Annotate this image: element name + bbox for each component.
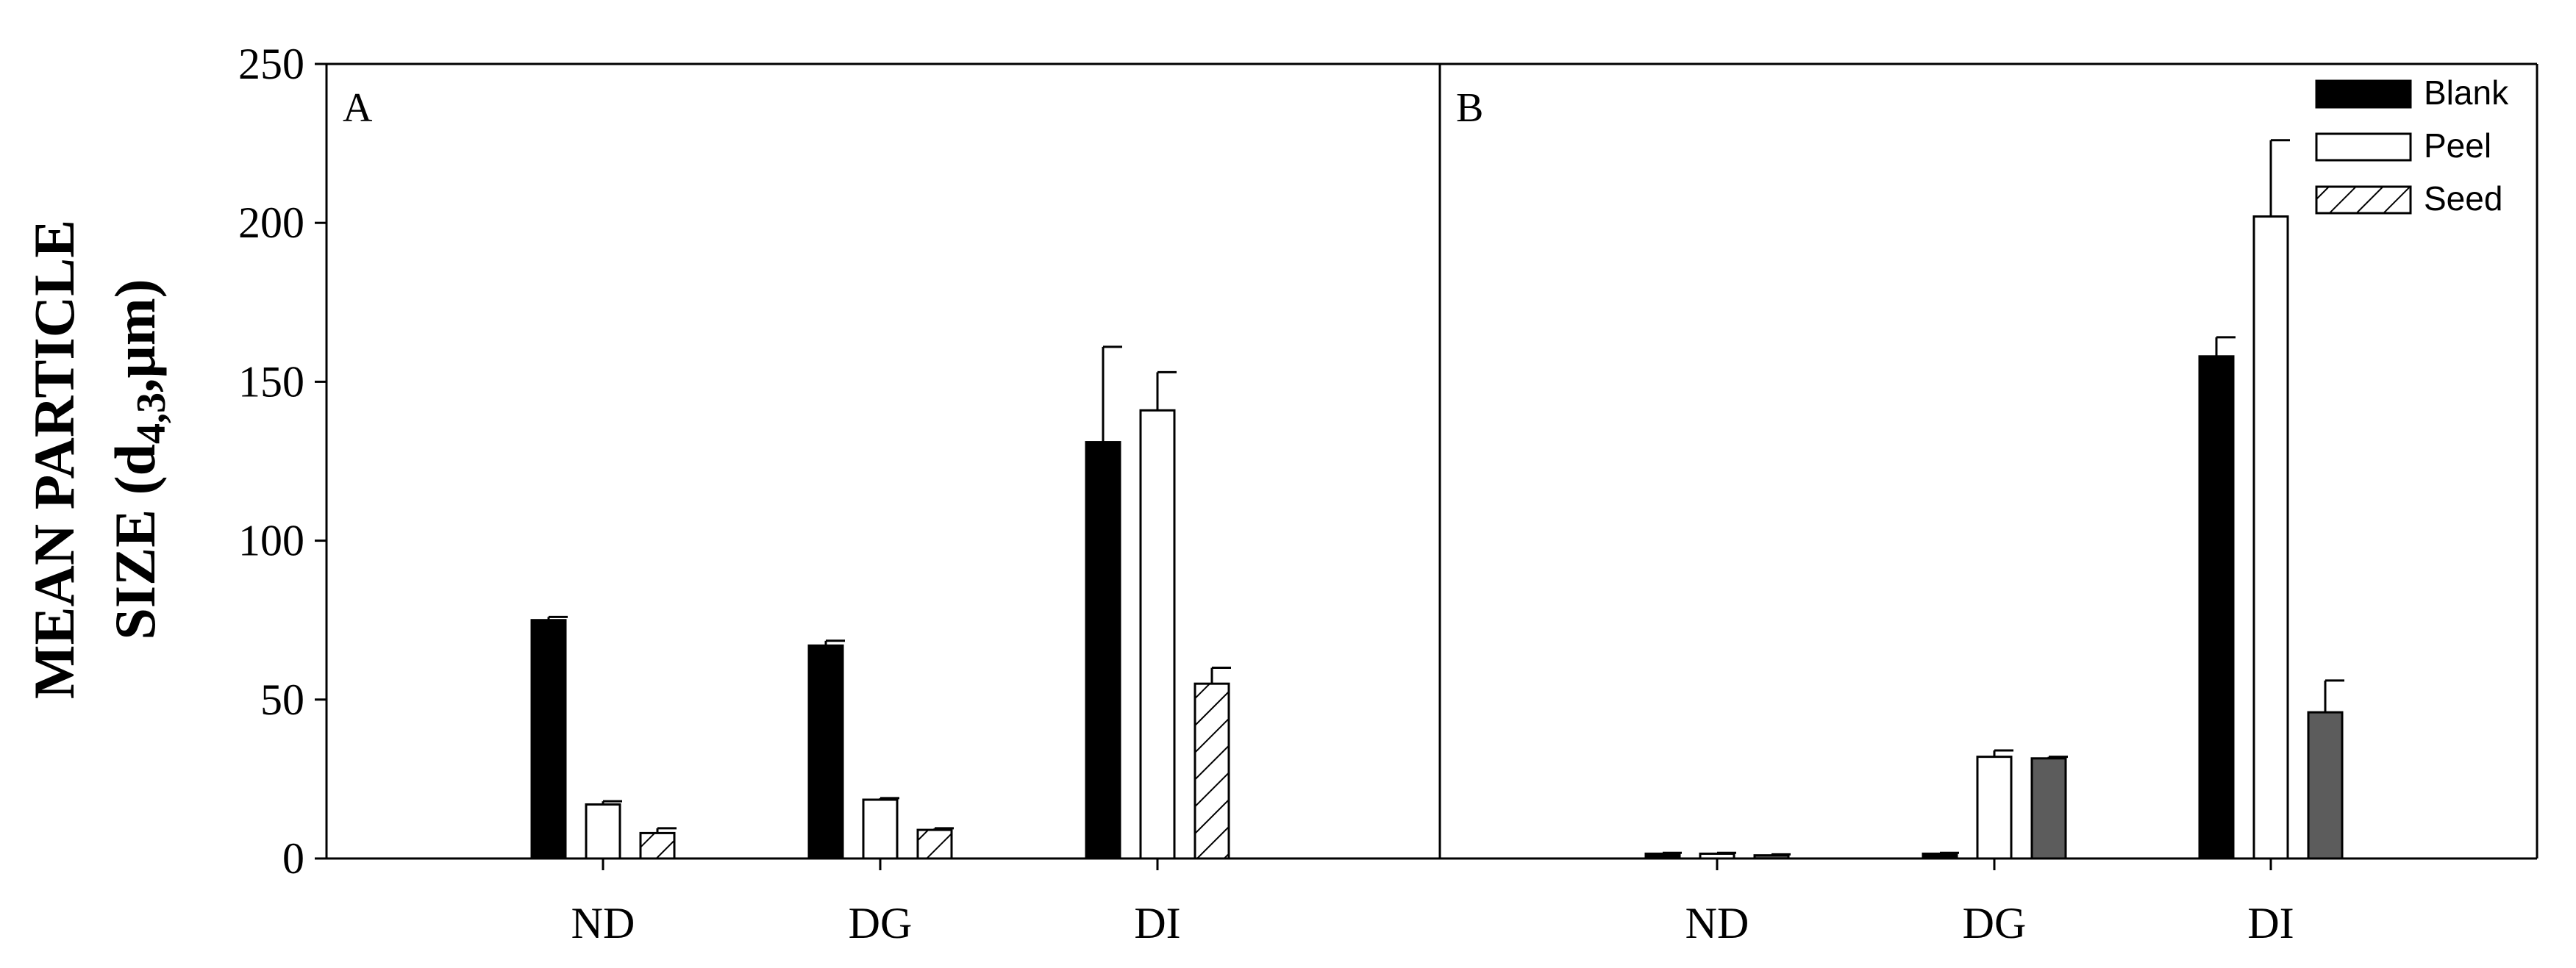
legend-label-blank: Blank [2424,74,2509,112]
bar-seed [2030,757,2067,860]
legend-swatch-seed [2315,185,2412,215]
x-tick-label: ND [571,899,635,947]
bar-seed [1753,854,1790,860]
bar-peel [1699,853,1735,860]
plot-area: 0 50 100 150 200 250 A ND DG DI B ND DG DI Blank Peel Se… [238,40,2538,947]
bar-seed [1194,682,1230,860]
x-tick-label: ND [1685,899,1749,947]
bar-peel [1139,409,1176,860]
bar-blank [1922,853,1958,860]
bar-peel [585,803,621,860]
bar-blank [2198,355,2235,860]
x-tick-label: DI [2247,899,2294,947]
x-tick-label: DG [1963,899,2027,947]
bar-blank [1644,853,1681,860]
bar-peel [1976,756,2013,860]
y-axis-title-line1: MEAN PARTICLE [22,220,86,699]
panel-label-a: A [343,85,373,131]
y-tick-label: 0 [282,834,304,883]
legend-label-peel: Peel [2424,126,2491,165]
bar-blank [807,644,844,860]
bar-blank [1085,441,1121,860]
bar-blank [530,619,567,860]
bar-seed [639,831,676,860]
y-tick-label: 50 [260,675,304,724]
panel-label-b: B [1456,85,1483,131]
y-tick-label: 200 [238,198,304,247]
y-tick-label: 100 [238,517,304,565]
bar-seed [916,828,953,860]
x-tick-label: DG [849,899,913,947]
legend-label-seed: Seed [2424,179,2502,218]
bar-seed [2307,711,2344,860]
bar-peel [2252,215,2289,860]
bar-peel [862,798,899,860]
legend-swatch-peel [2315,132,2412,162]
y-tick-label: 250 [238,40,304,88]
x-tick-label: DI [1134,899,1180,947]
y-axis-title-line2: SIZE (d4,3,μm) [103,279,174,639]
y-tick-label: 150 [238,357,304,406]
y-axis-title: MEAN PARTICLE SIZE (d4,3,μm) [22,220,174,699]
legend-swatch-blank [2315,79,2412,109]
